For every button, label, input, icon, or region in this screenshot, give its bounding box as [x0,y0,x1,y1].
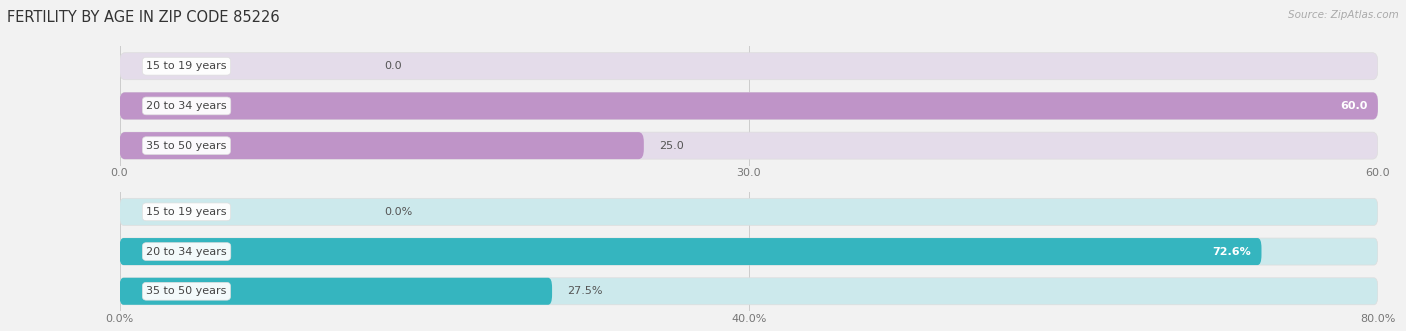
Text: FERTILITY BY AGE IN ZIP CODE 85226: FERTILITY BY AGE IN ZIP CODE 85226 [7,10,280,25]
FancyBboxPatch shape [120,278,1378,305]
FancyBboxPatch shape [120,92,1378,119]
FancyBboxPatch shape [120,53,1378,80]
Text: 0.0: 0.0 [384,61,401,71]
Text: 15 to 19 years: 15 to 19 years [146,61,226,71]
Text: 0.0%: 0.0% [384,207,412,217]
FancyBboxPatch shape [120,198,1378,225]
Text: 27.5%: 27.5% [567,286,603,296]
Text: 20 to 34 years: 20 to 34 years [146,101,226,111]
Text: Source: ZipAtlas.com: Source: ZipAtlas.com [1288,10,1399,20]
FancyBboxPatch shape [120,238,1378,265]
Text: 60.0: 60.0 [1340,101,1368,111]
Text: 72.6%: 72.6% [1212,247,1251,257]
FancyBboxPatch shape [120,132,644,159]
Text: 35 to 50 years: 35 to 50 years [146,141,226,151]
Text: 20 to 34 years: 20 to 34 years [146,247,226,257]
FancyBboxPatch shape [120,238,1261,265]
Text: 15 to 19 years: 15 to 19 years [146,207,226,217]
FancyBboxPatch shape [120,278,553,305]
Text: 25.0: 25.0 [659,141,683,151]
FancyBboxPatch shape [120,92,1378,119]
Text: 35 to 50 years: 35 to 50 years [146,286,226,296]
FancyBboxPatch shape [120,132,1378,159]
